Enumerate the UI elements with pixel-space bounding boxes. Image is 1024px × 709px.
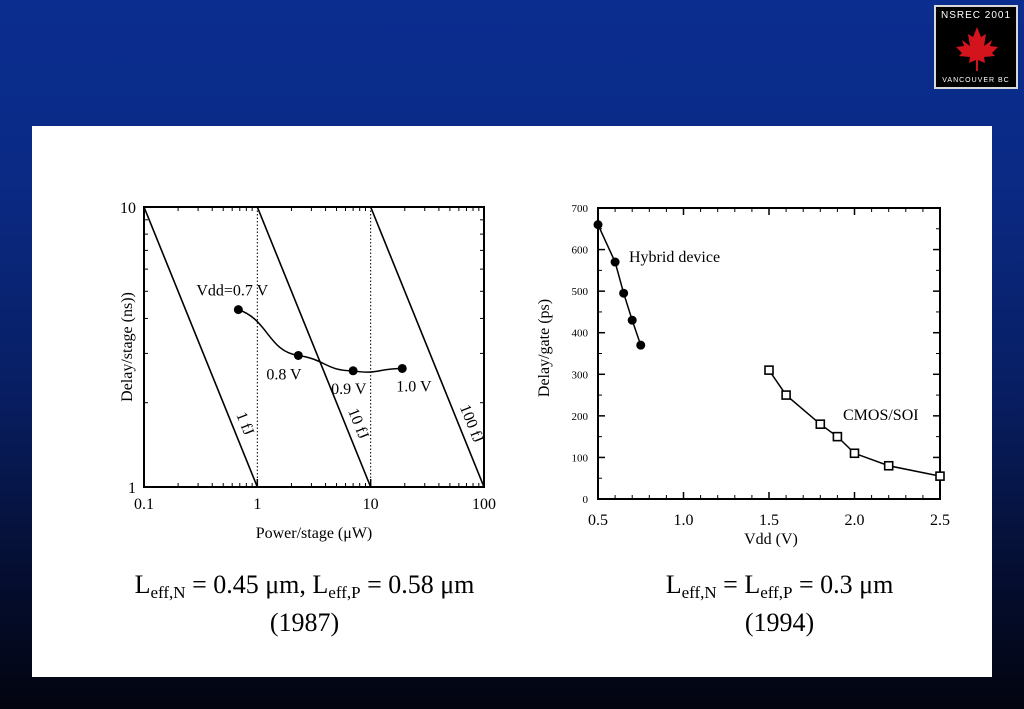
caption-left-year: (1987): [269, 608, 340, 637]
energy-line: [256, 207, 372, 487]
y-tick-label: 400: [572, 328, 589, 340]
vdd-point-label: 1.0 V: [396, 378, 432, 395]
energy-line-label: 10 fJ: [344, 406, 372, 442]
vdd-data-point: [397, 363, 407, 373]
y-tick-label: 700: [572, 203, 589, 215]
y-tick-label: 300: [572, 369, 589, 381]
cmos-data-point: [849, 448, 860, 459]
cmos-data-point: [815, 419, 826, 429]
energy-line-label: 100 fJ: [456, 402, 487, 445]
hybrid-data-point: [627, 315, 637, 325]
vdd-point-label: 0.9 V: [331, 381, 367, 398]
y-tick-label: 600: [572, 245, 589, 257]
vdd-data-point: [293, 350, 303, 360]
cmos-data-point: [935, 471, 945, 481]
energy-line: [369, 207, 484, 487]
y-tick-label: 10: [120, 200, 136, 217]
x-tick-label: 100: [472, 496, 496, 513]
y-tick-label: 1: [128, 480, 136, 497]
x-tick-label: 0.5: [588, 512, 608, 529]
series-line: [597, 224, 642, 346]
hybrid-data-point: [619, 288, 629, 298]
y-tick-label: 500: [572, 286, 589, 298]
x-tick-label: 2.0: [845, 512, 865, 529]
cmos-soi-label: CMOS/SOI: [843, 407, 919, 424]
x-tick-label: 1.0: [674, 512, 694, 529]
left-y-axis-label: Delay/stage (ns)): [119, 292, 136, 402]
vdd-point-label: 0.8 V: [266, 366, 302, 383]
hybrid-data-point: [610, 257, 620, 267]
caption-left-line1: Leff,N = 0.45 μm, Leff,P = 0.58 μm: [134, 570, 475, 602]
cmos-data-point: [883, 460, 894, 471]
caption-left: Leff,N = 0.45 μm, Leff,P = 0.58 μm (1987…: [92, 570, 517, 638]
cmos-data-point: [832, 431, 843, 442]
caption-right: Leff,N = Leff,P = 0.3 μm (1994): [622, 570, 937, 638]
y-tick-label: 100: [572, 452, 589, 464]
logo-top-text: NSREC 2001: [940, 10, 1012, 21]
hybrid-data-point: [593, 220, 603, 230]
left-x-axis-label: Power/stage (μW): [256, 525, 373, 542]
x-tick-label: 0.1: [134, 496, 154, 513]
vdd-data-point: [348, 366, 358, 376]
x-tick-label: 1: [253, 496, 261, 513]
x-tick-label: 2.5: [930, 512, 950, 529]
caption-right-year: (1994): [744, 608, 815, 637]
caption-right-line1: Leff,N = Leff,P = 0.3 μm: [665, 570, 894, 602]
logo-bottom-text: VANCOUVER BC: [942, 77, 1010, 84]
x-tick-label: 10: [363, 496, 379, 513]
y-tick-label: 200: [572, 411, 589, 423]
slide-panel: 0.1 1 10 100 1 10 1 fJ 10 fJ 100 fJ Vdd=0.7 V 0.…: [32, 126, 992, 677]
nsrec-logo: NSREC 2001 VANCOUVER BC: [934, 5, 1018, 89]
chart-right: 0.5 1.0 1.5 2.0 2.5 0 100 200 300 400 500 600 700 Hy…: [536, 203, 950, 548]
x-tick-label: 1.5: [759, 512, 779, 529]
cmos-data-point: [781, 390, 791, 400]
y-tick-label: 0: [583, 494, 589, 506]
hybrid-data-point: [636, 340, 646, 350]
left-plot-frame: [143, 206, 485, 488]
hybrid-device-label: Hybrid device: [629, 249, 720, 266]
maple-leaf-icon: [956, 27, 998, 71]
cmos-data-point: [764, 365, 774, 375]
vdd-curve: [238, 308, 403, 373]
right-y-axis-label: Delay/gate (ps): [536, 299, 553, 397]
vdd-data-point: [233, 305, 243, 315]
right-x-axis-label: Vdd (V): [744, 531, 798, 548]
energy-line: [144, 207, 259, 487]
vdd-point-label: Vdd=0.7 V: [196, 283, 268, 300]
